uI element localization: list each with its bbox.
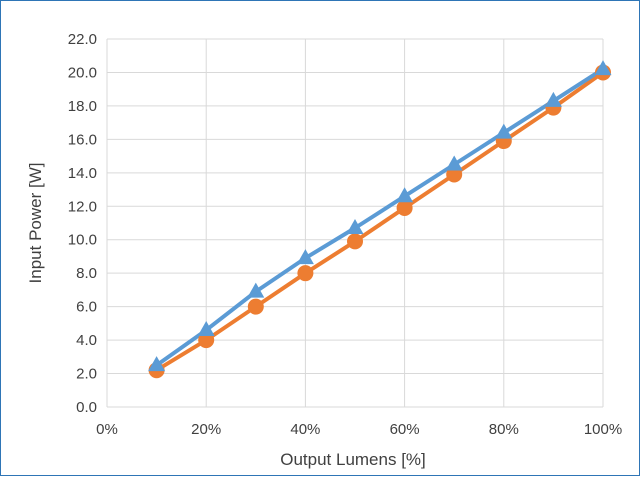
series-2-point xyxy=(296,249,314,265)
series-2-point xyxy=(247,282,265,298)
x-tick-label: 40% xyxy=(290,421,320,438)
series-1-point xyxy=(396,199,413,216)
y-axis-title: Input Power [W] xyxy=(26,163,45,284)
series-2-point xyxy=(396,187,414,203)
y-axis-ticks: 0.0 2.0 4.0 6.0 8.0 10.0 12.0 14.0 16.0 18.0 20.0 2… xyxy=(68,31,97,416)
series-1-point xyxy=(347,233,363,250)
series-1-point xyxy=(446,166,463,183)
x-tick-label: 0% xyxy=(96,421,118,438)
y-tick-label: 18.0 xyxy=(68,98,97,115)
series-2-point xyxy=(148,356,166,372)
series-2-point xyxy=(197,321,215,337)
series-1-point xyxy=(198,332,215,349)
y-tick-label: 14.0 xyxy=(68,165,97,182)
y-tick-label: 0.0 xyxy=(76,399,97,416)
y-tick-label: 8.0 xyxy=(76,265,97,282)
series-2-line xyxy=(155,67,605,367)
series-1-line xyxy=(155,70,605,372)
series-2-point xyxy=(445,155,463,171)
x-axis-title: Output Lumens [%] xyxy=(280,450,426,469)
series-2-point xyxy=(495,123,513,139)
x-tick-label: 80% xyxy=(489,421,519,438)
series-1-point xyxy=(247,298,264,315)
y-tick-label: 12.0 xyxy=(68,198,97,215)
y-tick-label: 2.0 xyxy=(76,366,97,383)
y-tick-label: 22.0 xyxy=(68,31,97,48)
x-tick-label: 100% xyxy=(584,421,622,438)
series-layer xyxy=(148,60,612,379)
y-tick-label: 4.0 xyxy=(76,332,97,349)
series-2-point xyxy=(544,91,562,107)
y-tick-label: 6.0 xyxy=(76,299,97,316)
series-2-point xyxy=(346,219,364,235)
x-axis-ticks: 0% 20% 40% 60% 80% 100% xyxy=(96,421,622,438)
y-tick-label: 10.0 xyxy=(68,232,97,249)
y-tick-label: 20.0 xyxy=(68,64,97,81)
series-1-point xyxy=(297,265,314,282)
x-tick-label: 20% xyxy=(191,421,221,438)
y-tick-label: 16.0 xyxy=(68,131,97,148)
x-tick-label: 60% xyxy=(390,421,420,438)
series-2-point xyxy=(594,60,612,76)
